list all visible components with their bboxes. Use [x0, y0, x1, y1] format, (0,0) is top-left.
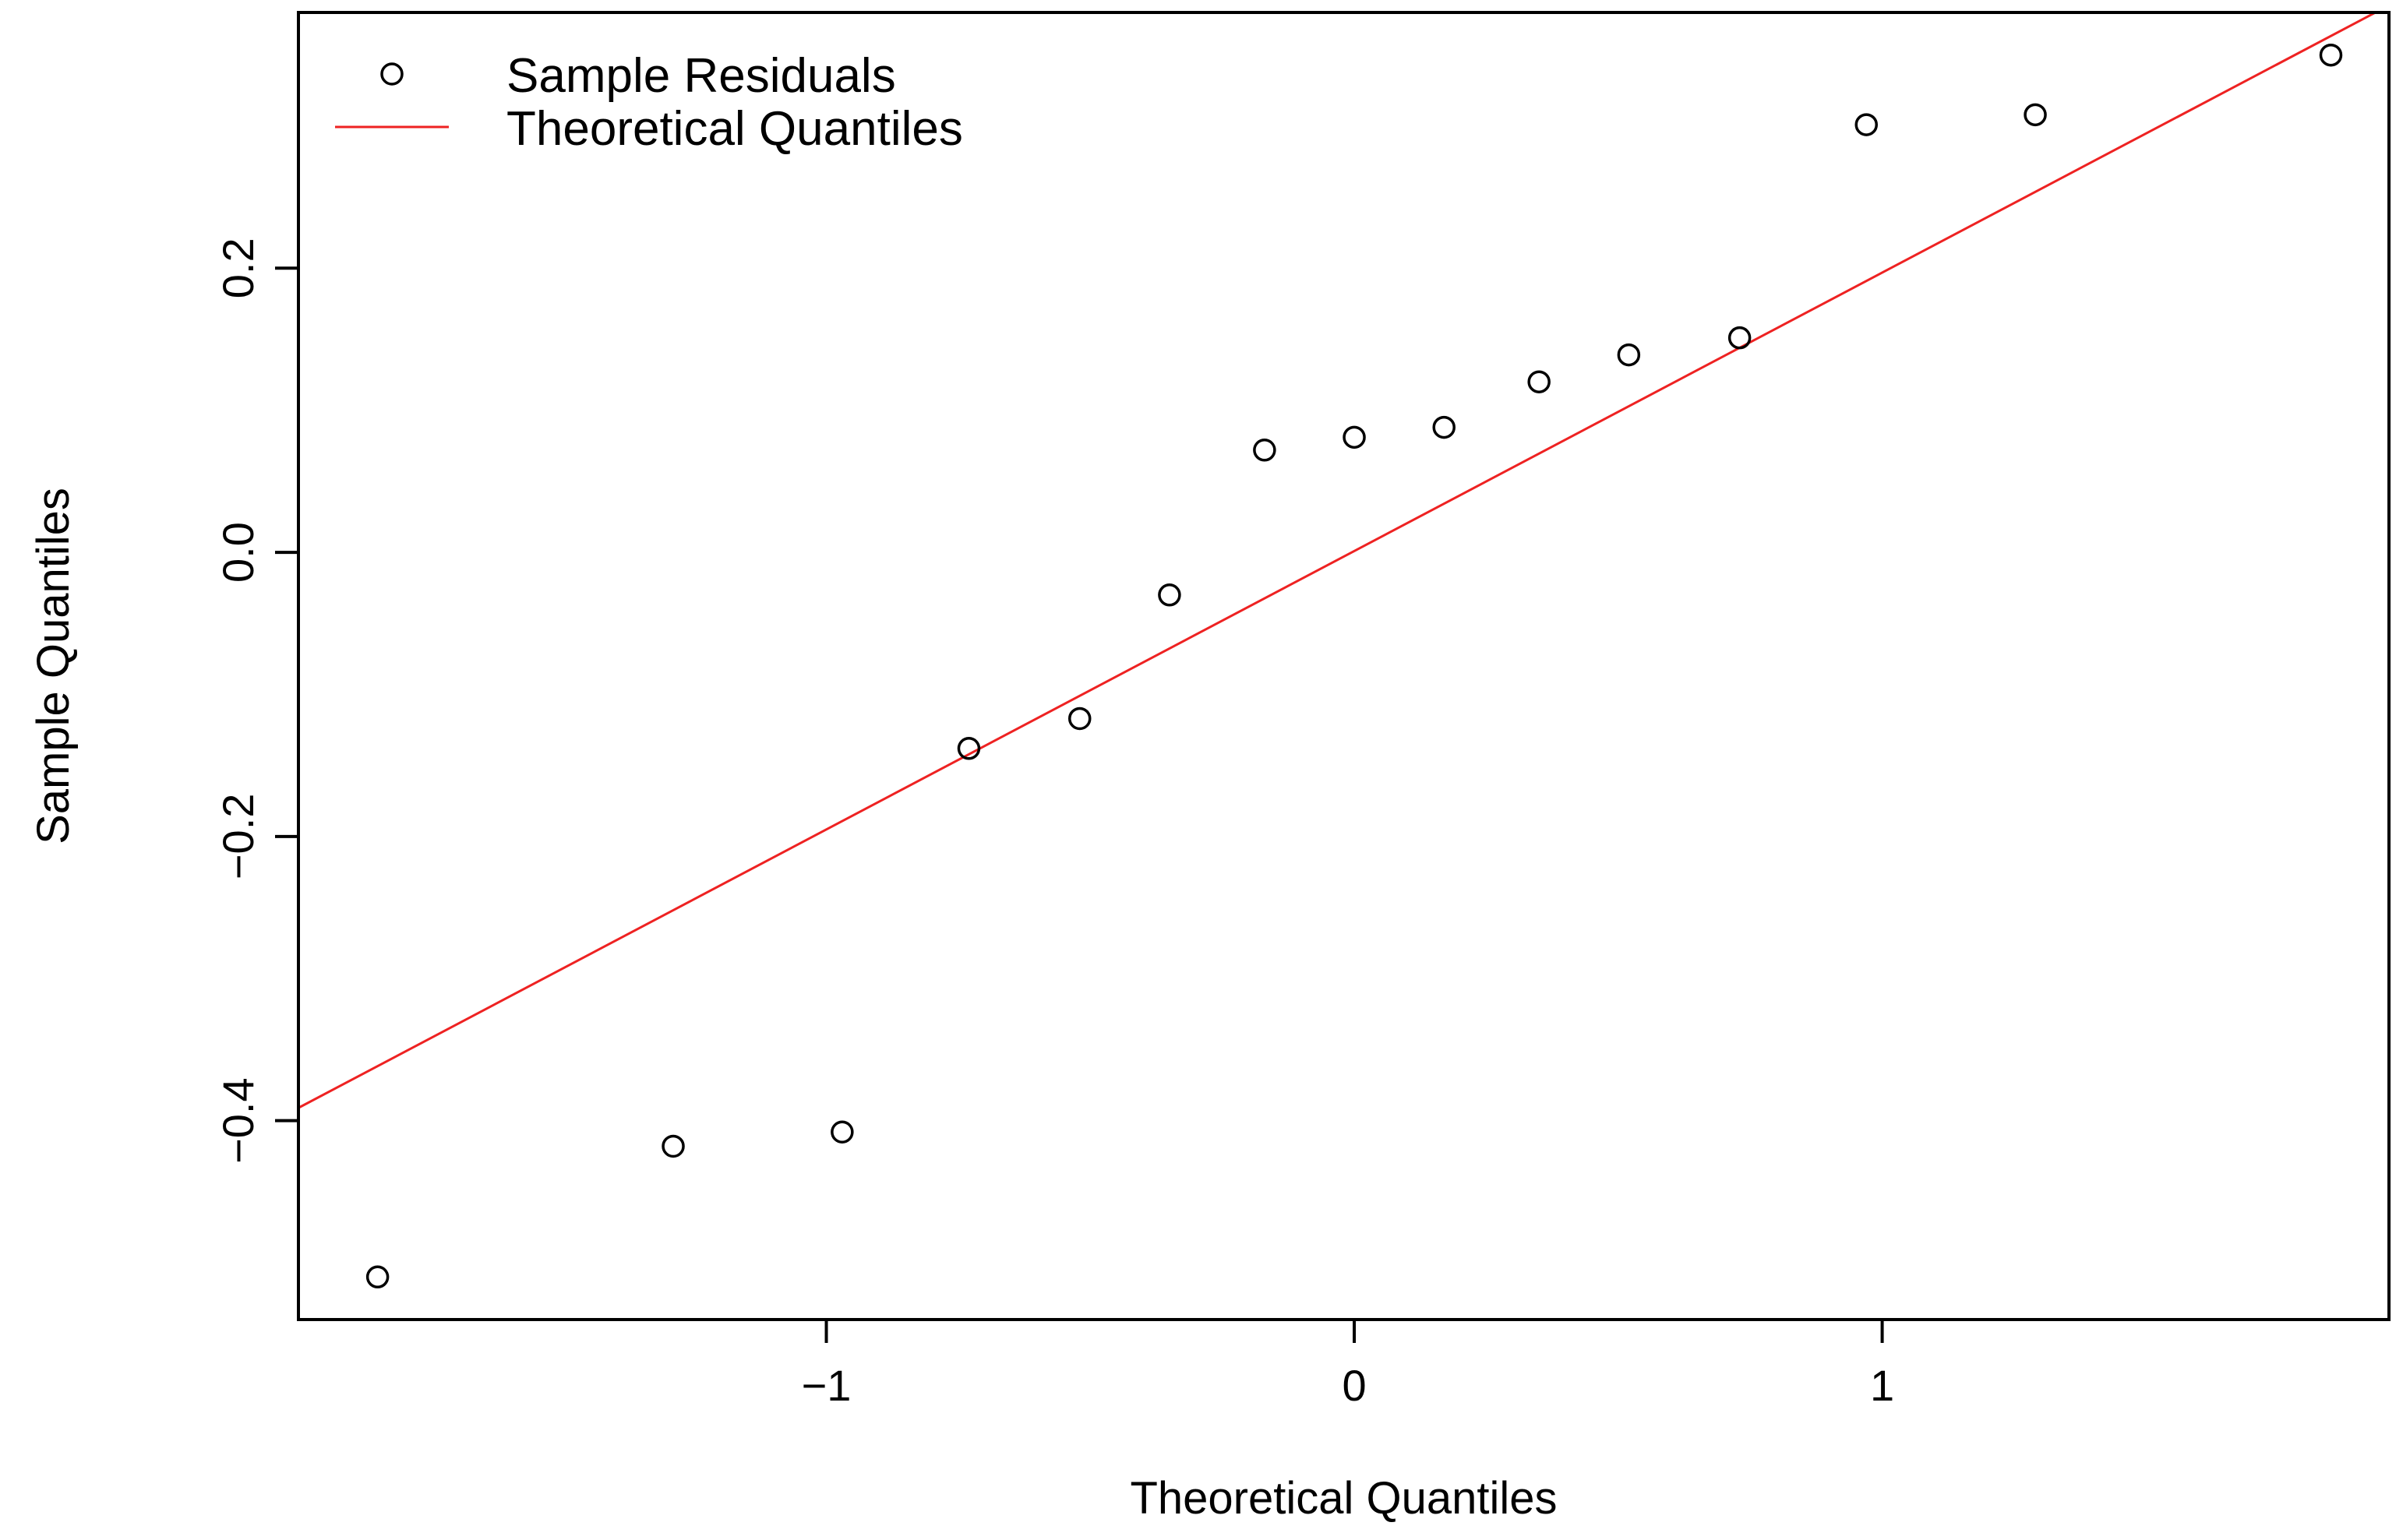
data-point-7: [1253, 439, 1276, 462]
data-point-8: [1343, 425, 1366, 449]
data-point-5: [1067, 707, 1092, 731]
x-axis-title: Theoretical Quantiles: [1130, 1473, 1557, 1524]
x-tick-label: −1: [802, 1361, 852, 1410]
data-point-1: [365, 1265, 390, 1289]
data-point-11: [1617, 343, 1641, 367]
data-point-10: [1527, 370, 1551, 393]
y-tick-label: 0.0: [213, 522, 263, 583]
y-axis-title: Sample Quantiles: [28, 488, 79, 844]
legend-marker-sample-residuals: [380, 62, 404, 86]
data-point-3: [831, 1120, 854, 1144]
x-tick-label: 1: [1870, 1361, 1894, 1410]
data-point-6: [1158, 583, 1181, 607]
data-point-12: [1727, 326, 1752, 350]
x-axis: −1 0 1: [802, 1320, 1894, 1410]
data-point-14: [2024, 103, 2047, 127]
x-tick-label: 0: [1342, 1361, 1366, 1410]
y-axis: −0.4 −0.2 0.0 0.2: [213, 238, 298, 1164]
data-point-15: [2319, 43, 2343, 67]
line-layer: [298, 12, 2378, 1109]
y-tick-label: −0.4: [213, 1077, 263, 1164]
reference-line: [298, 12, 2378, 1109]
data-point-13: [1854, 113, 1878, 136]
legend: Sample Residuals Theoretical Quantiles: [335, 49, 963, 156]
plot-frame: [297, 11, 2391, 1321]
point-layer: [365, 43, 2343, 1289]
y-tick-label: 0.2: [213, 238, 263, 298]
data-point-2: [662, 1134, 685, 1158]
data-point-4: [957, 737, 981, 760]
legend-label-sample-residuals: Sample Residuals: [506, 49, 896, 103]
y-tick-label: −0.2: [213, 794, 263, 880]
legend-label-theoretical-quantiles: Theoretical Quantiles: [506, 102, 963, 156]
data-point-9: [1432, 415, 1456, 439]
